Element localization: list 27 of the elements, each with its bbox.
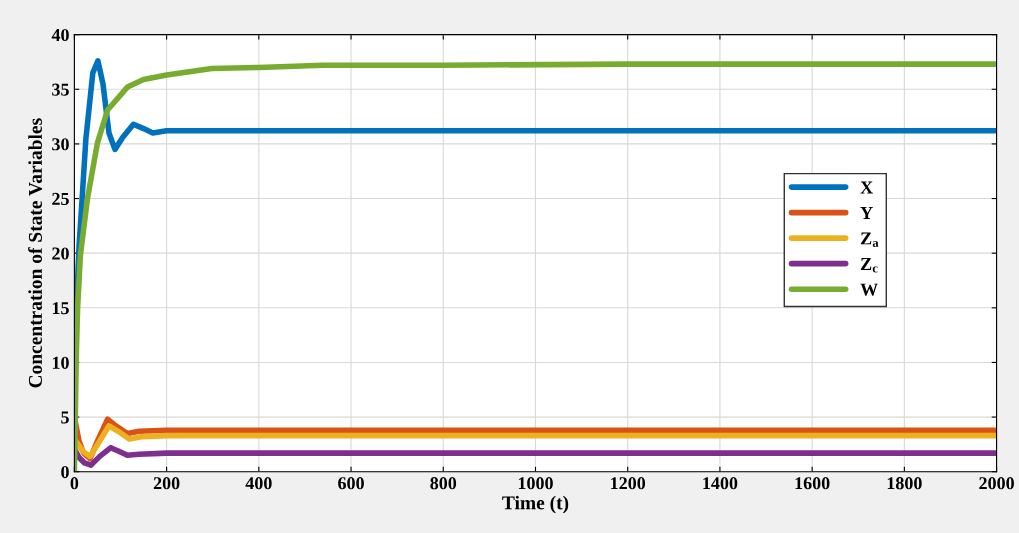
x-tick-label: 1000 [518,477,553,490]
y-tick-label: 5 [61,411,69,424]
legend-label: W [860,283,878,296]
legend-label: Z$_{a}$ [860,232,879,247]
y-tick-label: 40 [51,28,69,42]
legend-label: Y [860,207,873,219]
x-tick-label: 200 [153,477,180,490]
x-tick-label: 1400 [703,477,738,490]
x-tick-label: 1800 [887,477,922,490]
x-tick-label: 2000 [979,477,1014,490]
y-tick-label: 20 [52,247,69,260]
y-tick-label: 15 [52,302,69,315]
y-tick-label: 10 [52,356,69,369]
y-tick-label: 30 [52,138,69,151]
legend-label: X [860,181,873,194]
x-tick-label: 600 [338,477,364,490]
y-tick-label: 35 [52,83,69,96]
y-tick-label: 25 [52,192,69,205]
x-tick-label: 1600 [795,477,830,490]
x-tick-label: 1200 [611,477,646,490]
y-axis-title: Concentration of State Variables [28,118,43,388]
x-tick-label: 400 [245,477,272,490]
y-tick-label: 0 [61,465,69,479]
x-tick-label: 800 [430,477,457,490]
x-axis-title: Time (t) [502,495,569,514]
legend-label: Z$_{c}$ [860,258,878,273]
x-tick-label: 0 [70,477,79,490]
